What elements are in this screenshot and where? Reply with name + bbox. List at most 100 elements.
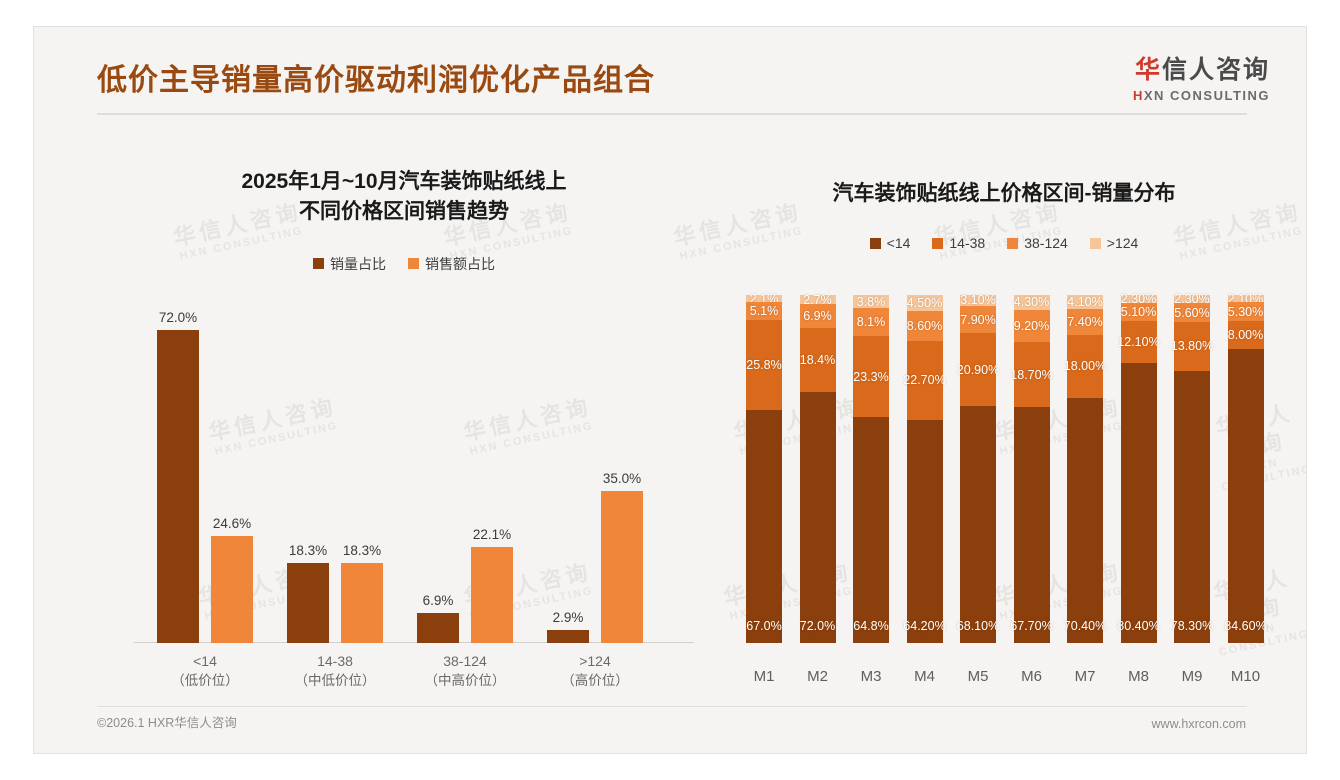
bar-rect [471, 546, 513, 643]
segment-value-label: 67.70% [1010, 618, 1053, 633]
bar-38-124-销量占比[interactable]: 6.9% [417, 295, 459, 643]
legend-label: 销售额占比 [425, 255, 495, 272]
bar-group-38-124: 6.9% 22.1% [406, 295, 524, 643]
segment-value-label: 7.40% [1067, 315, 1103, 330]
legend-label: 14-38 [949, 235, 986, 252]
stack-segment-14-38: 20.90% [956, 333, 1000, 406]
stacked-bar-M10[interactable]: 2.10% 5.30% 8.00% 84.60% [1220, 292, 1272, 643]
stacked-bar-M7[interactable]: 4.10% 7.40% 18.00% 70.40% [1059, 295, 1111, 643]
segment-value-label: 4.30% [1013, 295, 1050, 310]
segment-value-label: 64.20% [903, 618, 946, 633]
stacked-bar-M3[interactable]: 3.8% 8.1% 23.3% 64.8% [845, 295, 897, 643]
stacked-bar-M1[interactable]: 2.1% 5.1% 25.8% 67.0% [738, 291, 790, 643]
legend-item-right-0[interactable]: <14 [869, 235, 911, 252]
x-axis-left [134, 642, 694, 643]
stack-segment->124: 2.10% [1227, 292, 1264, 306]
stack-segment-<14: 72.0% [799, 392, 836, 643]
legend-item-left-1[interactable]: 销售额占比 [408, 254, 495, 274]
segment-value-label: 18.70% [1010, 367, 1053, 382]
x-axis-label-main: >124 [579, 653, 611, 670]
logo-english: HXN CONSULTING [1133, 88, 1270, 103]
stack-container: 3.8% 8.1% 23.3% 64.8% [853, 295, 889, 643]
bar-value-label: 35.0% [602, 470, 642, 486]
legend-item-right-2[interactable]: 38-124 [1007, 235, 1068, 251]
bar-14-38-销量占比[interactable]: 18.3% [287, 295, 329, 643]
chart-title-left: 2025年1月~10月汽车装饰贴纸线上 不同价格区间销售趋势 [94, 137, 714, 228]
slide-canvas: 华信人咨询 HXN CONSULTING 华信人咨询 HXN CONSULTING华信… [33, 26, 1307, 754]
chart-right: 2.1% 5.1% 25.8% 67.0% 2.7% 6.9% 18.4% 72.0% 3.8%… [732, 291, 1280, 695]
stack-segment-14-38: 18.00% [1063, 335, 1107, 398]
x-axis-label-main: 14-38 [317, 653, 353, 670]
stack-segment-<14: 67.70% [1010, 407, 1053, 643]
segment-value-label: 84.60% [1224, 618, 1267, 633]
segment-value-label: 12.10% [1117, 334, 1160, 349]
stack-segment-38-124: 6.9% [799, 304, 836, 329]
stack-segment-38-124: 8.60% [906, 310, 943, 341]
bar-rect [601, 490, 643, 643]
legend-item-right-1[interactable]: 14-38 [932, 235, 985, 251]
stacked-bar-M2[interactable]: 2.7% 6.9% 18.4% 72.0% [792, 292, 844, 643]
plot-area-right: 2.1% 5.1% 25.8% 67.0% 2.7% 6.9% 18.4% 72.0% 3.8%… [732, 291, 1280, 643]
legend-swatch-icon [1089, 237, 1101, 249]
segment-value-label: 18.4% [799, 353, 836, 368]
segment-value-label: 2.7% [803, 292, 832, 307]
brand-logo: 华信人咨询 HXN CONSULTING [1133, 56, 1270, 103]
x-axis-label-M1: M1 [753, 668, 775, 685]
stack-segment->124: 3.8% [853, 295, 889, 309]
stack-segment-14-38: 22.70% [903, 340, 946, 420]
x-axis-label-M4: M4 [914, 668, 935, 685]
x-axis-label-M2: M2 [807, 668, 828, 685]
stack-segment-14-38: 13.80% [1171, 322, 1213, 371]
stack-segment-<14: 84.60% [1224, 348, 1267, 643]
stacked-bar-M8[interactable]: 2.30% 5.10% 12.10% 80.40% [1113, 292, 1165, 643]
x-axis-label-M9: M9 [1181, 668, 1203, 685]
bar-rect [547, 630, 589, 643]
x-axis-label-M6: M6 [1021, 668, 1042, 685]
x-axis-label-main: 38-124 [443, 653, 487, 670]
segment-value-label: 2.1% [749, 291, 779, 306]
x-axis-label-38-124: 38-124 （中高价位） [406, 651, 524, 691]
chart-left: 72.0% 24.6% 18.3% 18.3% 6.9% 22.1% 2.9% 35.0% <… [114, 295, 694, 695]
x-axis-label-14-38: 14-38 （中低价位） [276, 651, 394, 691]
stack-segment-38-124: 5.30% [1227, 302, 1264, 321]
stacked-bar-M4[interactable]: 4.50% 8.60% 22.70% 64.20% [899, 295, 951, 643]
segment-value-label: 2.30% [1120, 292, 1157, 306]
bar->124-销量占比[interactable]: 2.9% [547, 295, 589, 643]
legend-label: >124 [1106, 235, 1139, 252]
stack-segment-<14: 67.0% [746, 409, 782, 643]
bar-14-38-销售额占比[interactable]: 18.3% [341, 295, 383, 643]
x-axis-label->124: >124 （高价位） [536, 651, 654, 691]
page-title: 低价主导销量高价驱动利润优化产品组合 [97, 64, 655, 97]
segment-value-label: 8.60% [906, 318, 943, 333]
bar->124-销售额占比[interactable]: 35.0% [601, 295, 643, 643]
segment-value-label: 3.10% [960, 293, 996, 308]
footer-website: www.hxrcon.com [1151, 717, 1246, 731]
bar-<14-销量占比[interactable]: 72.0% [157, 295, 199, 643]
header-divider [97, 113, 1247, 115]
bar-rect [157, 329, 199, 643]
logo-chinese-rest: 信人咨询 [1161, 56, 1270, 84]
stacked-bar-M5[interactable]: 3.10% 7.90% 20.90% 68.10% [952, 293, 1004, 643]
x-axis-label-M8: M8 [1128, 668, 1149, 685]
stacked-bar-M9[interactable]: 2.30% 5.60% 13.80% 78.30% [1166, 292, 1218, 643]
chart-legend-right: <14 14-38 38-124 >124 [724, 235, 1284, 251]
segment-value-label: 4.50% [906, 295, 943, 310]
legend-label: 38-124 [1024, 235, 1068, 252]
segment-value-label: 20.90% [956, 362, 1000, 377]
bar-rect [417, 613, 459, 643]
bar-<14-销售额占比[interactable]: 24.6% [211, 295, 253, 643]
bar-38-124-销售额占比[interactable]: 22.1% [471, 295, 513, 643]
legend-label: <14 [886, 235, 911, 252]
stack-container: 4.50% 8.60% 22.70% 64.20% [903, 295, 946, 643]
x-axis-label-<14: <14 （低价位） [146, 651, 264, 691]
legend-item-left-0[interactable]: 销量占比 [313, 254, 386, 274]
x-axis-label-M7: M7 [1074, 668, 1096, 685]
segment-value-label: 68.10% [956, 618, 1000, 633]
stack-segment->124: 3.10% [960, 293, 996, 308]
segment-value-label: 18.00% [1063, 359, 1107, 374]
legend-swatch-icon [869, 237, 881, 249]
stacked-bar-M6[interactable]: 4.30% 9.20% 18.70% 67.70% [1006, 295, 1058, 643]
legend-item-right-3[interactable]: >124 [1089, 235, 1139, 252]
stack-container: 4.10% 7.40% 18.00% 70.40% [1063, 295, 1107, 643]
segment-value-label: 8.1% [856, 315, 886, 330]
